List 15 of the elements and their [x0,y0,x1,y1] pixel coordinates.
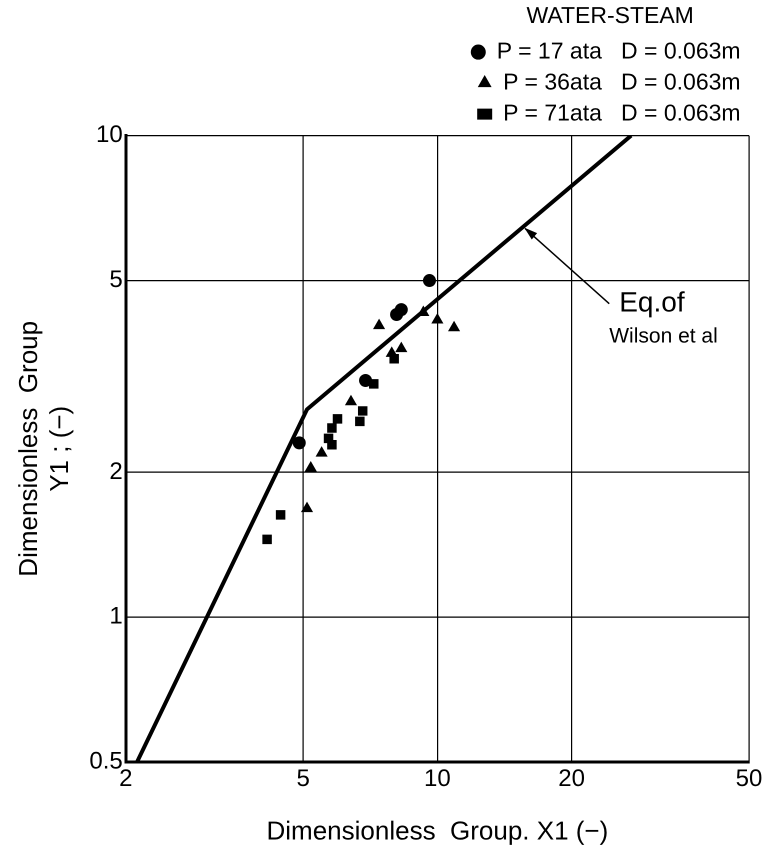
x-tick-label: 50 [736,765,762,792]
x-tick-label: 5 [296,765,310,792]
x-axis-title: Dimensionless Group. X1 (−) [266,816,608,846]
x-tick-label: 10 [424,765,451,792]
y-tick-label: 10 [96,121,123,148]
legend-title: WATER-STEAM [526,2,694,28]
y-tick-label: 1 [109,602,123,630]
annotation: Eq.of Wilson et al [609,286,718,348]
y-tick-label: 2 [109,458,123,485]
legend-label: P = 17 ata D = 0.063m [496,37,741,64]
legend-label: P = 36ata D = 0.063m [503,68,741,94]
legend-label: P = 71ata D = 0.063m [503,99,741,126]
y-tick-label: 5 [109,266,123,294]
y-axis-title: Dimensionless Group Y1 ; (−) [12,320,74,577]
x-tick-label: 20 [558,765,585,792]
